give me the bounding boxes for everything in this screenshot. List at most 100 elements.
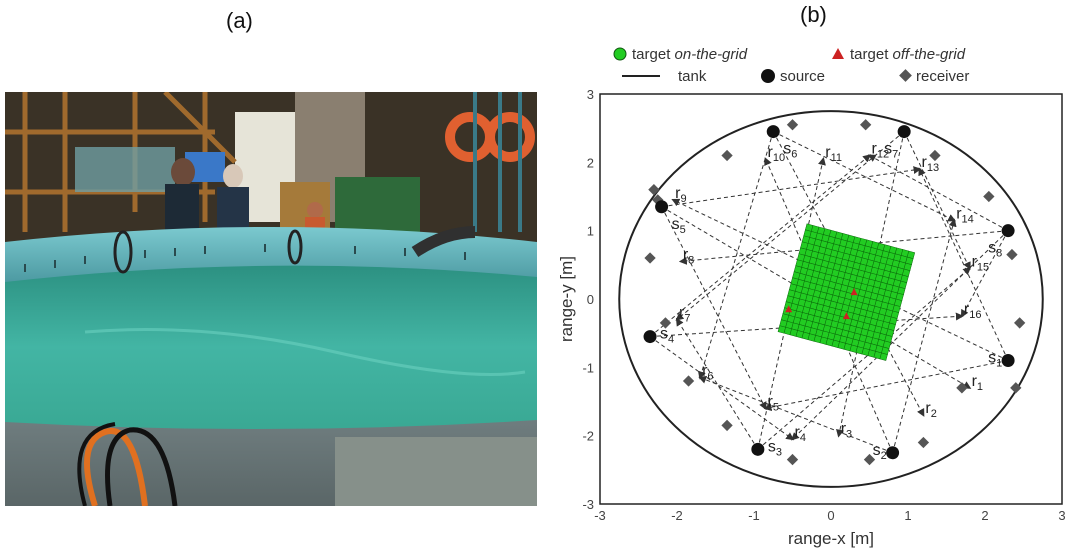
tank-legend-label: tank: [678, 68, 707, 85]
y-tick-labels: 3 2 1 0 -1 -2 -3: [582, 87, 594, 512]
ray-line: [960, 230, 1009, 318]
panel-a-label: (a): [226, 8, 253, 33]
receiver-marker: [863, 453, 876, 466]
receiver-marker: [1013, 317, 1026, 329]
receiver-label: r9: [675, 185, 686, 205]
ray-line: [697, 131, 774, 380]
source-marker: [643, 330, 657, 344]
receiver-label: r16: [964, 301, 982, 321]
y-tick-label: -2: [582, 429, 594, 444]
source-label: s4: [660, 326, 674, 346]
source-legend-label: source: [780, 68, 825, 85]
x-tick-label: -3: [594, 508, 606, 523]
y-axis-label: range-y [m]: [560, 256, 576, 342]
receiver-marker: [1006, 248, 1018, 261]
y-tick-label: -1: [582, 360, 594, 375]
receiver-label: r13: [922, 154, 940, 174]
receiver-marker: [721, 419, 733, 432]
receiver-label: r1: [972, 373, 983, 393]
x-tick-label: -2: [671, 508, 683, 523]
source-label: s5: [672, 216, 686, 236]
receiver-label: r11: [825, 144, 842, 164]
source-legend-marker: [761, 69, 775, 83]
off-grid-em: off-the-grid: [893, 46, 966, 63]
receiver-marker: [648, 184, 660, 196]
ray-line: [675, 131, 905, 321]
ray-line: [649, 154, 872, 337]
receiver-label: r15: [972, 253, 990, 273]
ray-line: [791, 230, 1009, 441]
off-grid-legend-label: target off-the-grid: [850, 46, 966, 63]
ray-line: [867, 154, 1009, 232]
tank-geometry-plot: target on-the-grid target off-the-grid t…: [560, 46, 1066, 548]
receiver-marker: [917, 436, 930, 449]
ray-line: [772, 131, 925, 417]
ray-line: [661, 206, 767, 411]
off-grid-legend-marker: [832, 48, 844, 59]
source-marker: [751, 442, 765, 456]
legend: target on-the-grid target off-the-grid t…: [613, 46, 969, 85]
source-marker: [886, 446, 900, 460]
source-marker: [655, 200, 669, 214]
receiver-marker: [786, 453, 799, 466]
ray-line: [757, 266, 972, 450]
x-tick-label: 2: [981, 508, 988, 523]
on-grid-legend-label: target on-the-grid: [632, 46, 748, 63]
receiver-legend-marker: [899, 69, 912, 82]
ray-line: [773, 131, 956, 222]
source-label: s3: [768, 438, 782, 458]
receiver-label: r2: [925, 400, 936, 420]
on-grid-prefix: target: [632, 46, 675, 63]
receiver-label: r10: [768, 144, 786, 164]
receiver-label: r6: [702, 363, 713, 383]
receiver-marker: [956, 382, 968, 394]
ray-line: [764, 157, 894, 453]
grid-target-cell: [879, 352, 888, 361]
off-grid-prefix: target: [850, 46, 893, 63]
off-grid-target: [842, 312, 850, 320]
receiver-marker: [644, 252, 656, 264]
ray-line: [675, 317, 759, 450]
ray-group: [649, 131, 1009, 454]
panel-b-label: (b): [800, 2, 827, 27]
tank-photo: [5, 92, 537, 506]
receiver-label: r8: [683, 246, 694, 266]
receiver-marker: [1010, 382, 1022, 394]
off-grid-target: [850, 288, 858, 296]
receiver-marker: [859, 119, 872, 131]
receiver-label: r4: [795, 424, 806, 444]
source-label: s1: [988, 350, 1002, 370]
ray-line: [903, 131, 971, 271]
source-marker: [766, 125, 780, 139]
x-tick-labels: -3 -2 -1 0 1 2 3: [594, 508, 1065, 523]
y-tick-label: 0: [587, 292, 594, 307]
on-grid-legend-marker: [613, 47, 627, 61]
y-tick-label: 3: [587, 87, 594, 102]
receiver-label: r7: [679, 305, 690, 325]
source-marker: [897, 125, 911, 139]
x-tick-label: 0: [827, 508, 834, 523]
plot-content: s1 s2 s3 s4 s5 s6 s7 s8 r1 r2 r3 r4 r5 r6 r7 r8 r9 r10 r11…: [618, 110, 1044, 488]
receiver-marker: [786, 119, 799, 131]
ray-line: [649, 336, 795, 441]
ray-line: [661, 166, 922, 208]
y-tick-label: 1: [587, 224, 594, 239]
receiver-label: r3: [841, 421, 852, 441]
receiver-marker: [983, 190, 995, 203]
receiver-label: r5: [768, 393, 779, 413]
tank-boundary: [618, 110, 1044, 488]
source-marker: [1001, 224, 1015, 238]
target-grid: [777, 223, 916, 361]
on-grid-em: on-the-grid: [675, 46, 748, 63]
ray-line: [763, 360, 1009, 412]
source-label: s7: [884, 141, 898, 161]
source-marker: [1001, 354, 1015, 367]
y-tick-label: 2: [587, 155, 594, 170]
x-tick-label: 3: [1058, 508, 1065, 523]
y-tick-label: -3: [582, 497, 594, 512]
receiver-marker: [682, 375, 695, 387]
plot-frame: [599, 93, 1063, 505]
ray-line: [918, 167, 1009, 361]
receiver-marker: [721, 149, 733, 162]
x-tick-label: 1: [904, 508, 911, 523]
